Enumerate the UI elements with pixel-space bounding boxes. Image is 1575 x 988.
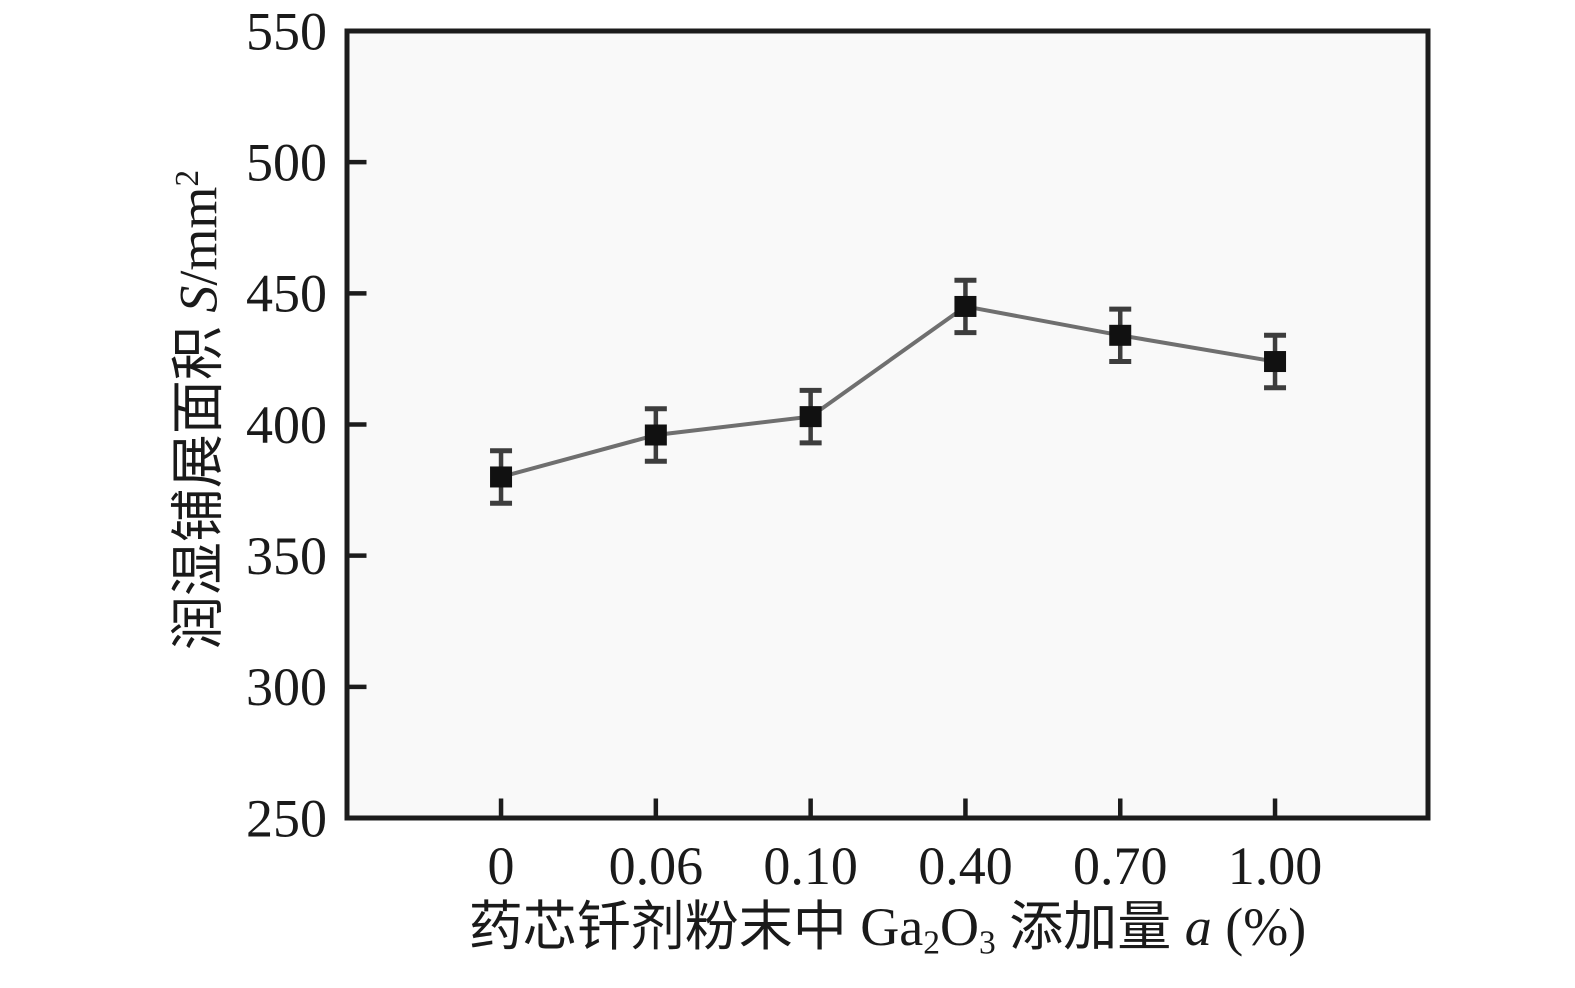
y-axis-title: 润湿铺展面积 S/mm2 xyxy=(159,120,228,700)
plot-area xyxy=(347,31,1428,818)
y-tick-label: 300 xyxy=(246,657,327,717)
data-point-marker xyxy=(1109,324,1132,346)
plot-frame xyxy=(344,28,1431,821)
x-axis-title-middle: 添加量 xyxy=(995,897,1185,957)
data-point-marker xyxy=(799,406,822,428)
y-tick-label: 500 xyxy=(246,133,327,193)
x-axis-title-prefix: 药芯钎剂粉末中 Ga xyxy=(468,897,924,957)
y-axis-title-symbol: S xyxy=(168,285,229,313)
y-axis-title-superscript: 2 xyxy=(169,169,206,187)
x-tick-label: 0.10 xyxy=(763,836,858,896)
y-tick-label: 450 xyxy=(246,264,327,324)
x-tick-label: 0.70 xyxy=(1073,836,1168,896)
data-point-marker xyxy=(1264,351,1287,373)
x-axis-title-variable: a xyxy=(1184,897,1212,957)
x-axis-title-subscript-3: 3 xyxy=(979,924,996,962)
y-tick-label: 400 xyxy=(246,395,327,455)
x-axis-title-oxygen: O xyxy=(940,897,979,957)
x-tick-label: 1.00 xyxy=(1228,836,1323,896)
x-axis-title-subscript-2: 2 xyxy=(923,924,940,962)
x-axis-title: 药芯钎剂粉末中 Ga2O3 添加量 a (%) xyxy=(347,898,1428,972)
y-axis-title-cjk: 润湿铺展面积 xyxy=(168,312,229,651)
x-tick-label: 0.06 xyxy=(609,836,704,896)
data-line xyxy=(500,304,1276,479)
data-point-marker xyxy=(490,466,513,488)
y-axis-title-unit: /mm xyxy=(168,186,229,286)
data-point-marker xyxy=(954,295,977,317)
y-tick-label: 550 xyxy=(246,1,327,61)
y-tick-label: 250 xyxy=(246,788,327,848)
x-tick-label: 0.40 xyxy=(918,836,1013,896)
y-tick-label: 350 xyxy=(246,526,327,586)
x-axis-title-unit: (%) xyxy=(1211,897,1307,957)
x-tick-label: 0 xyxy=(488,836,515,896)
data-point-marker xyxy=(644,424,667,446)
